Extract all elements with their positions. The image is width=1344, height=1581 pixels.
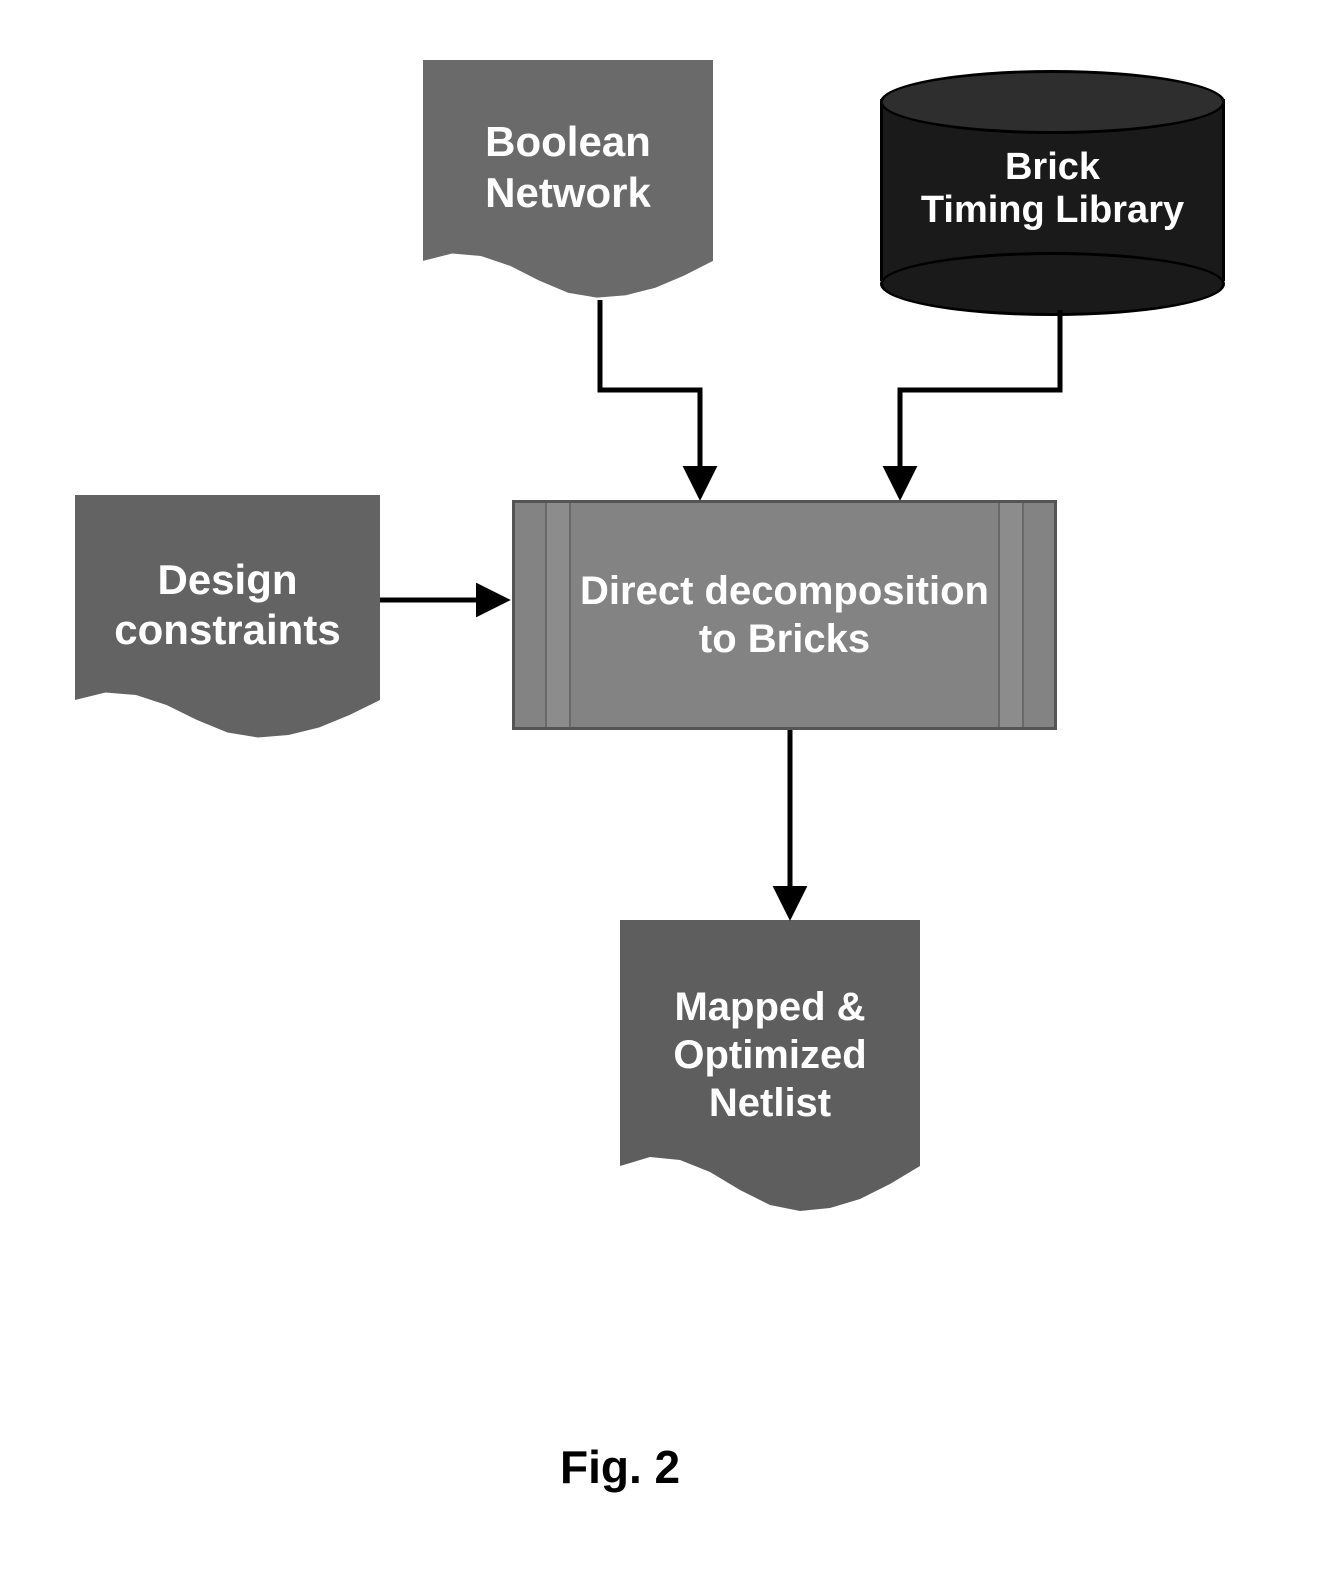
flow-arrows (0, 0, 1344, 1581)
edge-brick_library (900, 310, 1060, 495)
edge-boolean_network (600, 300, 700, 495)
decomposition-line2: to Bricks (580, 615, 989, 663)
decomposition-line1: Direct decomposition (580, 567, 989, 615)
figure-caption: Fig. 2 (560, 1440, 680, 1494)
